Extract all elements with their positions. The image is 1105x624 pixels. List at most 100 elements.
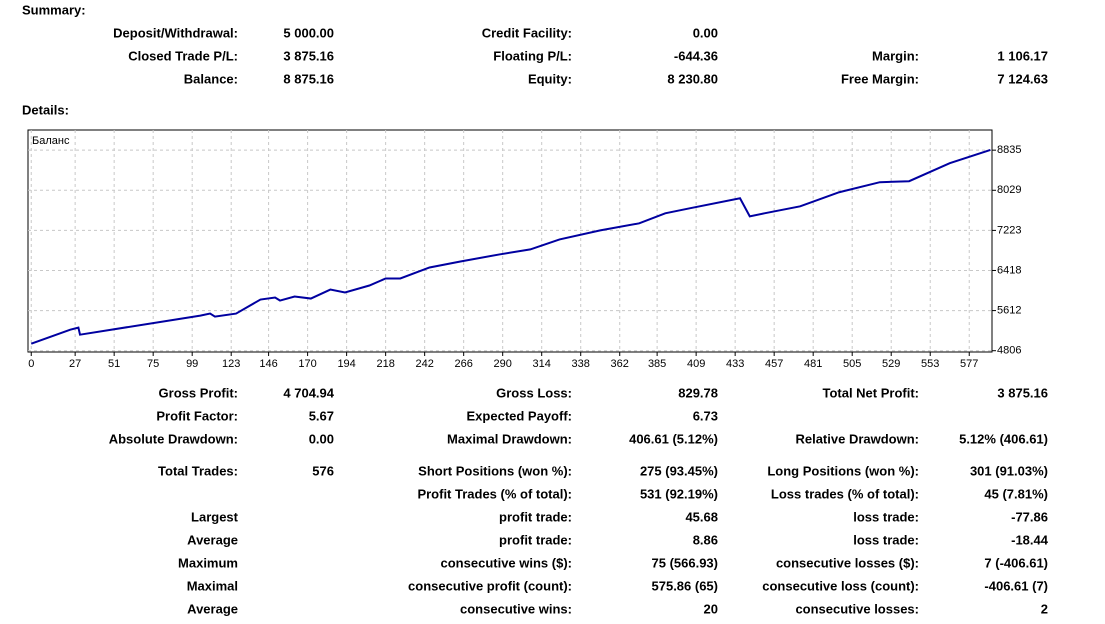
field-label: profit trade: (499, 532, 572, 547)
field-label: Average (187, 532, 238, 547)
x-tick-label: 433 (726, 358, 744, 370)
field-value: 2 (1041, 601, 1048, 616)
x-tick-label: 51 (108, 358, 120, 370)
x-tick-label: 170 (298, 358, 316, 370)
field-label: Gross Profit: (159, 385, 238, 400)
field-label: Long Positions (won %): (767, 463, 919, 478)
field-value: 8 230.80 (667, 71, 718, 86)
field-value: 5 000.00 (283, 25, 334, 40)
y-tick-label: 8835 (997, 144, 1021, 156)
field-value: 301 (91.03%) (970, 463, 1048, 478)
field-label: Credit Facility: (482, 25, 572, 40)
field-label: Profit Trades (% of total): (417, 486, 572, 501)
plot-area (27, 129, 993, 353)
field-label: Absolute Drawdown: (109, 431, 238, 446)
field-label: Balance: (184, 71, 238, 86)
x-tick-label: 385 (648, 358, 666, 370)
field-label: consecutive losses ($): (776, 555, 919, 570)
x-tick-label: 0 (28, 358, 34, 370)
field-label: Free Margin: (841, 71, 919, 86)
x-tick-label: 266 (454, 358, 472, 370)
field-label: Relative Drawdown: (795, 431, 919, 446)
field-value: 3 875.16 (283, 48, 334, 63)
field-value: 20 (704, 601, 718, 616)
field-label: Equity: (528, 71, 572, 86)
field-value: 531 (92.19%) (640, 486, 718, 501)
field-label: Total Trades: (158, 463, 238, 478)
field-value: -406.61 (7) (984, 578, 1048, 593)
x-tick-label: 362 (611, 358, 629, 370)
field-label: Average (187, 601, 238, 616)
field-value: 5.67 (309, 408, 334, 423)
field-value: 6.73 (693, 408, 718, 423)
field-label: Expected Payoff: (467, 408, 572, 423)
x-tick-label: 242 (415, 358, 433, 370)
field-label: Closed Trade P/L: (128, 48, 238, 63)
field-label: consecutive losses: (795, 601, 919, 616)
x-tick-label: 457 (765, 358, 783, 370)
x-tick-label: 99 (186, 358, 198, 370)
x-tick-label: 123 (222, 358, 240, 370)
field-label: Profit Factor: (156, 408, 238, 423)
field-value: 45 (7.81%) (984, 486, 1048, 501)
x-tick-label: 218 (376, 358, 394, 370)
field-label: loss trade: (853, 532, 919, 547)
x-tick-label: 481 (804, 358, 822, 370)
field-value: 7 (-406.61) (984, 555, 1048, 570)
field-value: 406.61 (5.12%) (629, 431, 718, 446)
y-tick-label: 7223 (997, 224, 1021, 236)
field-value: 275 (93.45%) (640, 463, 718, 478)
section-title: Details: (22, 102, 69, 117)
field-value: -644.36 (674, 48, 718, 63)
field-value: 7 124.63 (997, 71, 1048, 86)
field-label: consecutive wins ($): (441, 555, 572, 570)
field-value: 4 704.94 (283, 385, 334, 400)
series-label: Баланс (32, 135, 70, 147)
field-value: 575.86 (65) (652, 578, 719, 593)
field-label: Largest (191, 509, 239, 524)
x-tick-label: 338 (572, 358, 590, 370)
field-label: Maximal Drawdown: (447, 431, 572, 446)
field-value: 45.68 (685, 509, 718, 524)
field-label: Gross Loss: (496, 385, 572, 400)
field-label: Margin: (872, 48, 919, 63)
field-label: consecutive wins: (460, 601, 572, 616)
x-tick-label: 290 (494, 358, 512, 370)
field-label: Short Positions (won %): (418, 463, 572, 478)
field-value: 8 875.16 (283, 71, 334, 86)
y-tick-label: 5612 (997, 304, 1021, 316)
field-value: 75 (566.93) (652, 555, 719, 570)
field-label: loss trade: (853, 509, 919, 524)
field-label: Loss trades (% of total): (771, 486, 919, 501)
section-title: Summary: (22, 2, 86, 17)
x-tick-label: 146 (259, 358, 277, 370)
field-value: 0.00 (693, 25, 718, 40)
field-label: Floating P/L: (493, 48, 572, 63)
y-tick-label: 8029 (997, 184, 1021, 196)
field-value: 1 106.17 (997, 48, 1048, 63)
field-label: profit trade: (499, 509, 572, 524)
field-label: consecutive loss (count): (762, 578, 919, 593)
x-tick-label: 577 (960, 358, 978, 370)
x-tick-label: 505 (843, 358, 861, 370)
field-value: 0.00 (309, 431, 334, 446)
x-tick-label: 529 (882, 358, 900, 370)
field-value: 576 (312, 463, 334, 478)
y-tick-label: 4806 (997, 345, 1021, 357)
field-label: Maximal (187, 578, 238, 593)
field-label: Maximum (178, 555, 238, 570)
field-value: 5.12% (406.61) (959, 431, 1048, 446)
field-label: consecutive profit (count): (408, 578, 572, 593)
field-label: Total Net Profit: (822, 385, 919, 400)
balance-line (30, 148, 991, 345)
field-value: -77.86 (1011, 509, 1048, 524)
x-tick-label: 409 (687, 358, 705, 370)
x-tick-label: 27 (69, 358, 81, 370)
x-tick-label: 194 (337, 358, 355, 370)
field-value: 8.86 (693, 532, 718, 547)
field-label: Deposit/Withdrawal: (113, 25, 238, 40)
field-value: 829.78 (678, 385, 718, 400)
x-tick-label: 75 (147, 358, 159, 370)
